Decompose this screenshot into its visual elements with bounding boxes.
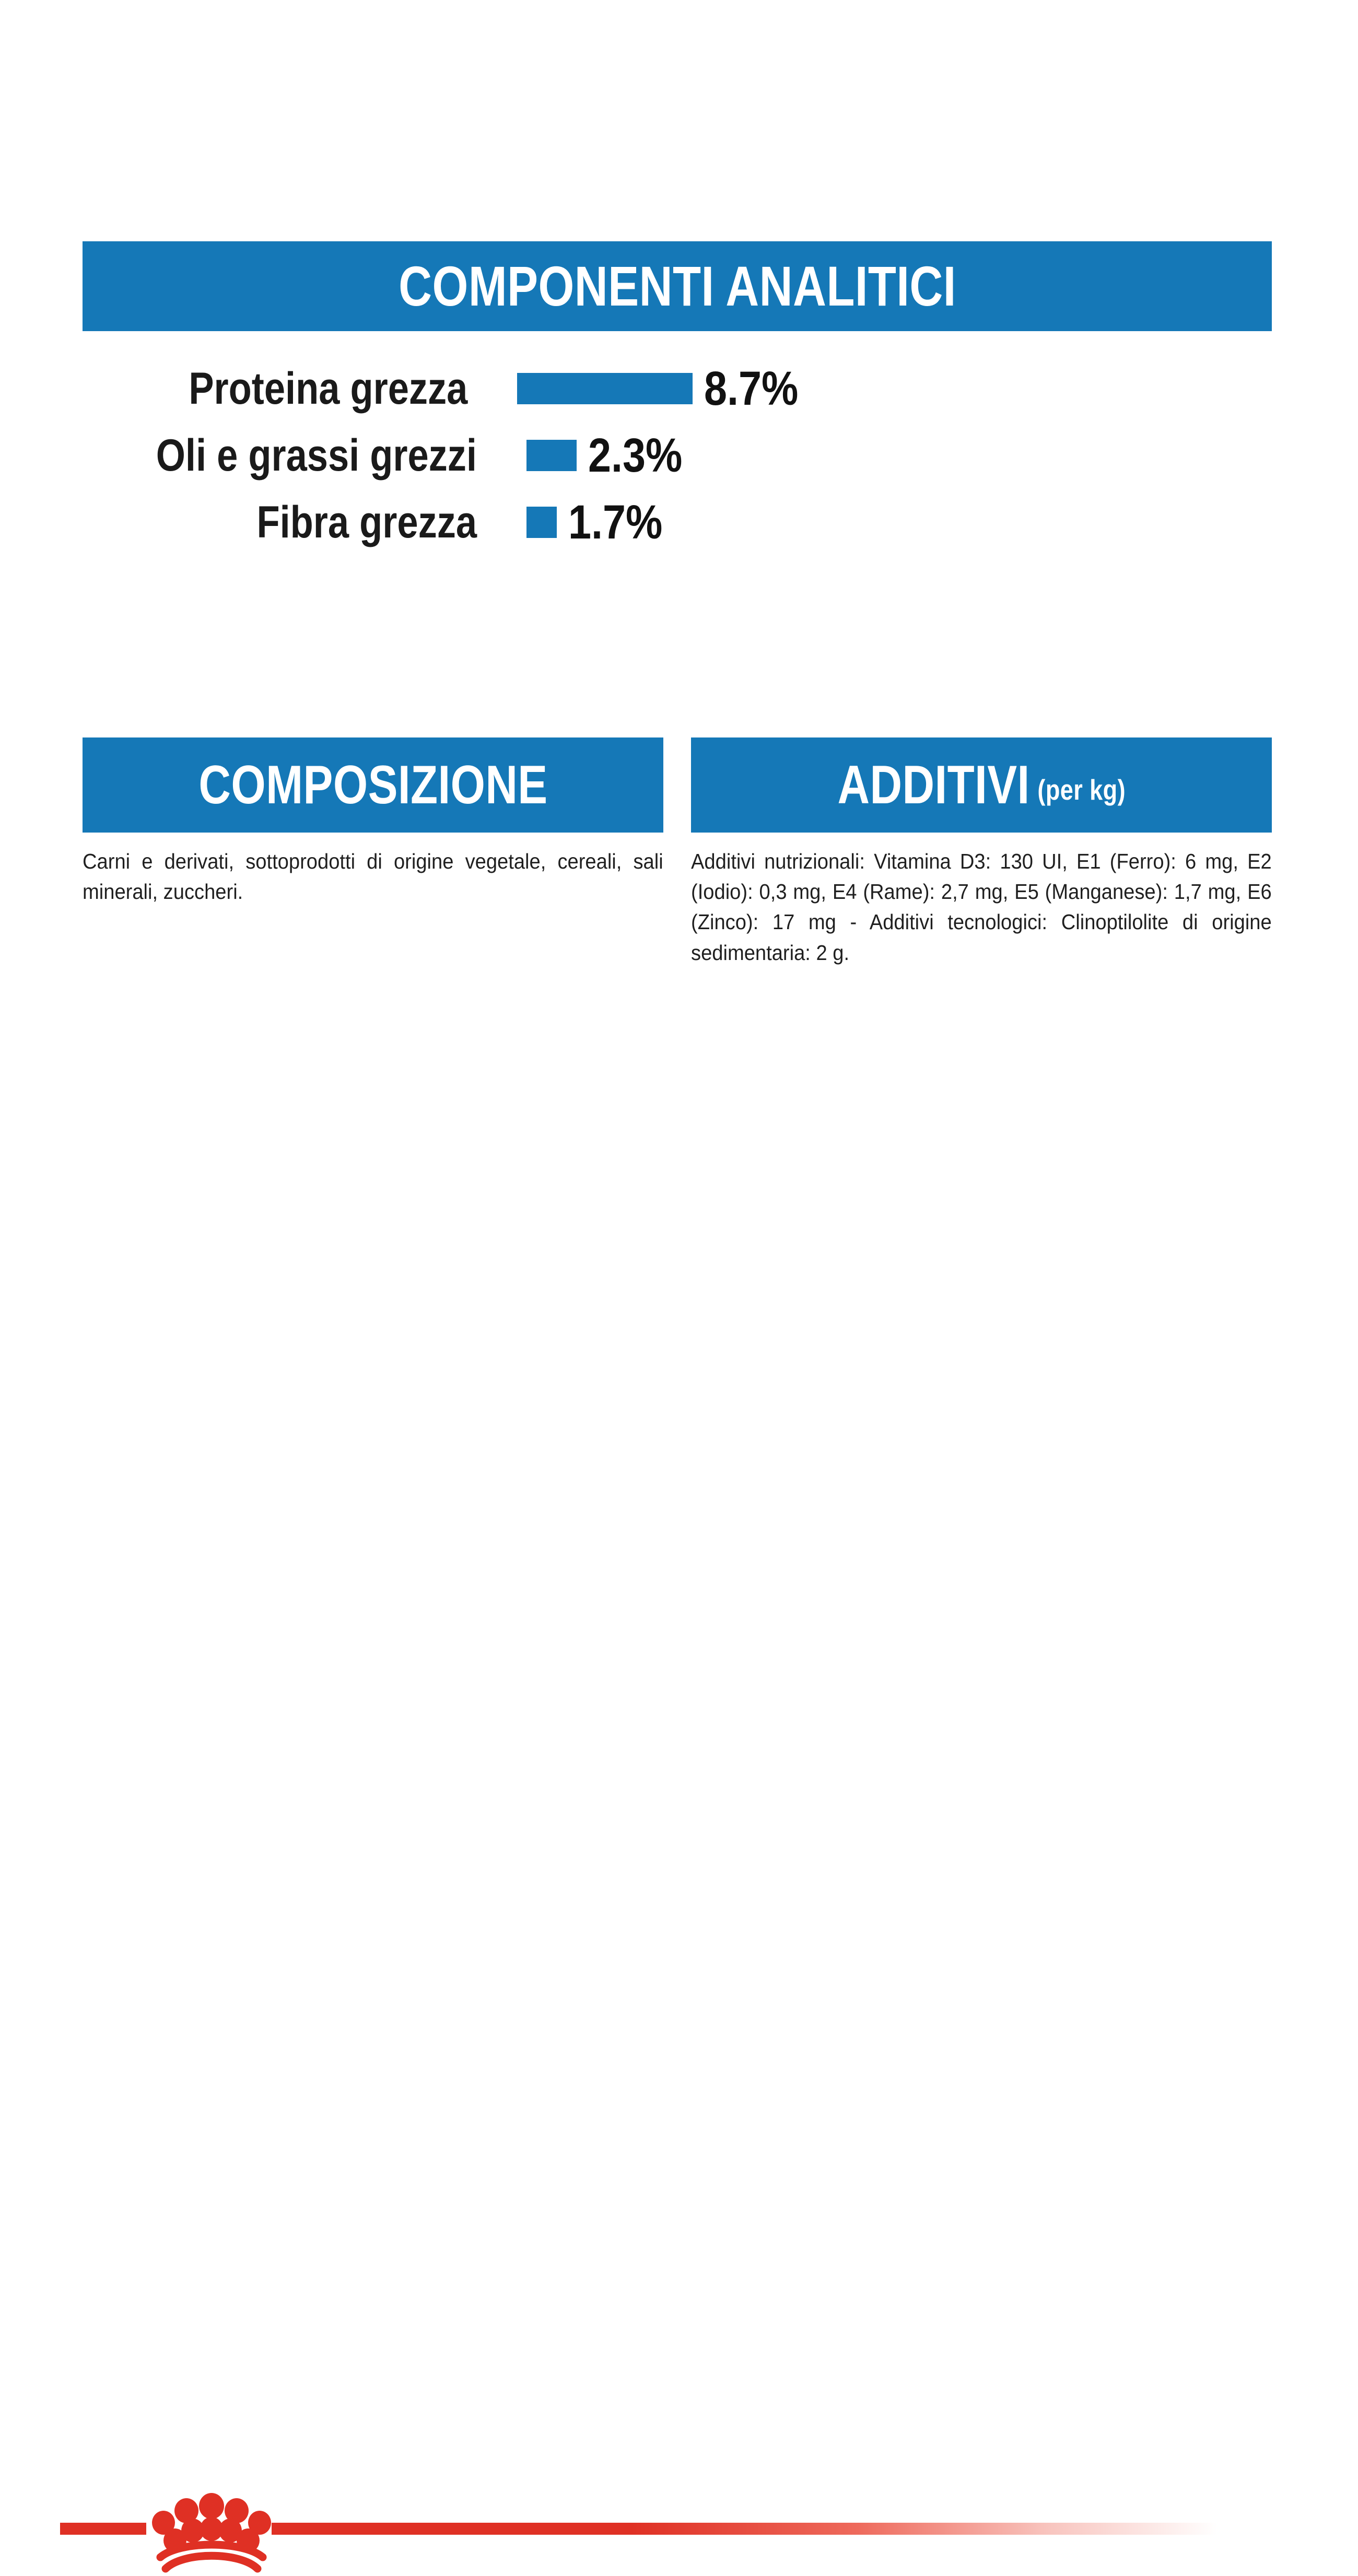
nutrient-label-fat: Oli e grassi grezzi xyxy=(156,430,477,481)
brand-rule-right xyxy=(272,2523,1217,2535)
composition-banner: COMPOSIZIONE xyxy=(83,737,663,833)
table-row: Proteina grezza 8.7% xyxy=(83,355,814,422)
additives-subtitle: (per kg) xyxy=(1037,774,1126,806)
nutrient-value-fibre: 1.7% xyxy=(568,496,663,549)
nutrient-bar-group-fibre: 1.7% xyxy=(526,498,678,546)
detail-panels: COMPOSIZIONE Carni e derivati, sottoprod… xyxy=(83,737,1272,968)
nutrient-label-protein: Proteina grezza xyxy=(189,364,468,414)
royal-canin-crown-icon xyxy=(152,2493,271,2573)
analytic-components-table: Proteina grezza 8.7% Oli e grassi grezzi… xyxy=(83,355,814,556)
nutrient-bar-protein xyxy=(517,373,693,404)
composition-title: COMPOSIZIONE xyxy=(198,755,548,815)
analytic-components-title: COMPONENTI ANALITICI xyxy=(398,254,956,318)
footer-brand-bar xyxy=(0,1243,1358,2573)
nutrient-value-fat: 2.3% xyxy=(588,429,683,482)
table-row: Fibra grezza 1.7% xyxy=(83,489,814,556)
nutrient-bar-fat xyxy=(526,440,577,471)
additives-title: ADDITIVI xyxy=(837,755,1030,815)
additives-title-group: ADDITIVI (per kg) xyxy=(837,758,1126,812)
additives-panel: ADDITIVI (per kg) Additivi nutrizionali: … xyxy=(691,737,1272,968)
nutrient-bar-fibre xyxy=(526,507,557,538)
nutrient-label-fibre: Fibra grezza xyxy=(256,497,477,547)
nutrient-bar-group-protein: 8.7% xyxy=(517,365,814,413)
additives-body-text: Additivi nutrizionali: Vitamina D3: 130 … xyxy=(691,849,1272,965)
composition-panel: COMPOSIZIONE Carni e derivati, sottoprod… xyxy=(83,737,663,968)
nutrient-bar-group-fat: 2.3% xyxy=(526,431,698,479)
nutrient-value-protein: 8.7% xyxy=(704,362,799,415)
table-row: Oli e grassi grezzi 2.3% xyxy=(83,422,814,489)
brand-rule-left xyxy=(60,2523,146,2535)
analytic-components-banner: COMPONENTI ANALITICI xyxy=(83,241,1272,331)
additives-banner: ADDITIVI (per kg) xyxy=(691,737,1272,833)
composition-body-text: Carni e derivati, sottoprodotti di origi… xyxy=(83,849,663,904)
